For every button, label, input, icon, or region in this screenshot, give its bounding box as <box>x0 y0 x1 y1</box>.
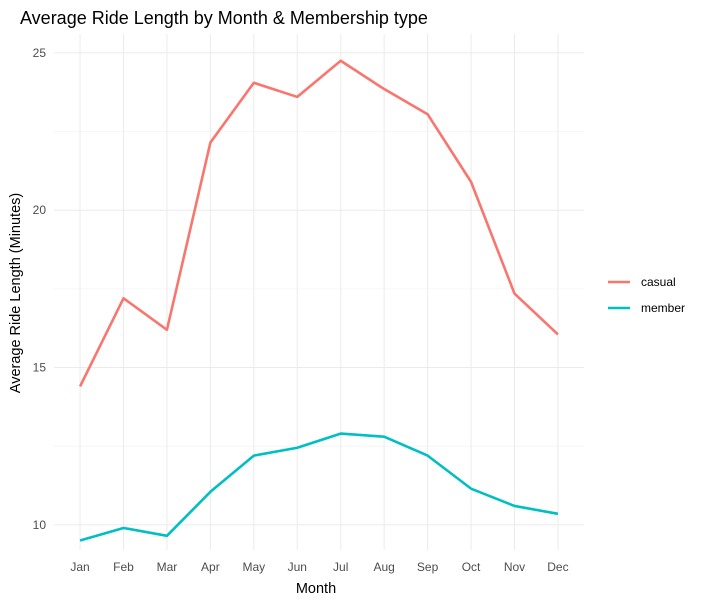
x-tick-label: Sep <box>417 560 439 574</box>
y-tick-label: 25 <box>33 46 47 60</box>
x-tick-label: Mar <box>157 560 178 574</box>
x-axis-tick-labels: Jan Feb Mar Apr May Jun Jul Aug Sep Oct Nov Dec <box>70 560 568 574</box>
x-tick-label: Jun <box>288 560 307 574</box>
major-gridlines <box>54 34 584 550</box>
x-tick-label: Aug <box>373 560 394 574</box>
y-axis-tick-labels: 10 15 20 25 <box>33 46 47 532</box>
chart-title: Average Ride Length by Month & Membershi… <box>20 8 428 28</box>
x-tick-label: Nov <box>504 560 525 574</box>
x-tick-label: Dec <box>547 560 568 574</box>
x-tick-label: Apr <box>201 560 220 574</box>
y-tick-label: 20 <box>33 203 47 217</box>
series-line-casual <box>78 59 559 387</box>
legend: casual member <box>608 275 685 315</box>
x-tick-label: May <box>243 560 266 574</box>
x-tick-label: Oct <box>462 560 481 574</box>
legend-label-member: member <box>641 301 685 315</box>
series-line-member <box>79 432 559 542</box>
x-tick-label: Jul <box>333 560 348 574</box>
series-lines <box>78 59 559 542</box>
y-axis-title: Average Ride Length (Minutes) <box>8 193 24 393</box>
y-tick-label: 15 <box>33 361 47 375</box>
x-tick-label: Jan <box>70 560 89 574</box>
x-tick-label: Feb <box>113 560 134 574</box>
y-tick-label: 10 <box>33 518 47 532</box>
x-axis-title: Month <box>296 581 336 597</box>
minor-gridlines <box>54 131 584 447</box>
legend-label-casual: casual <box>641 275 676 289</box>
